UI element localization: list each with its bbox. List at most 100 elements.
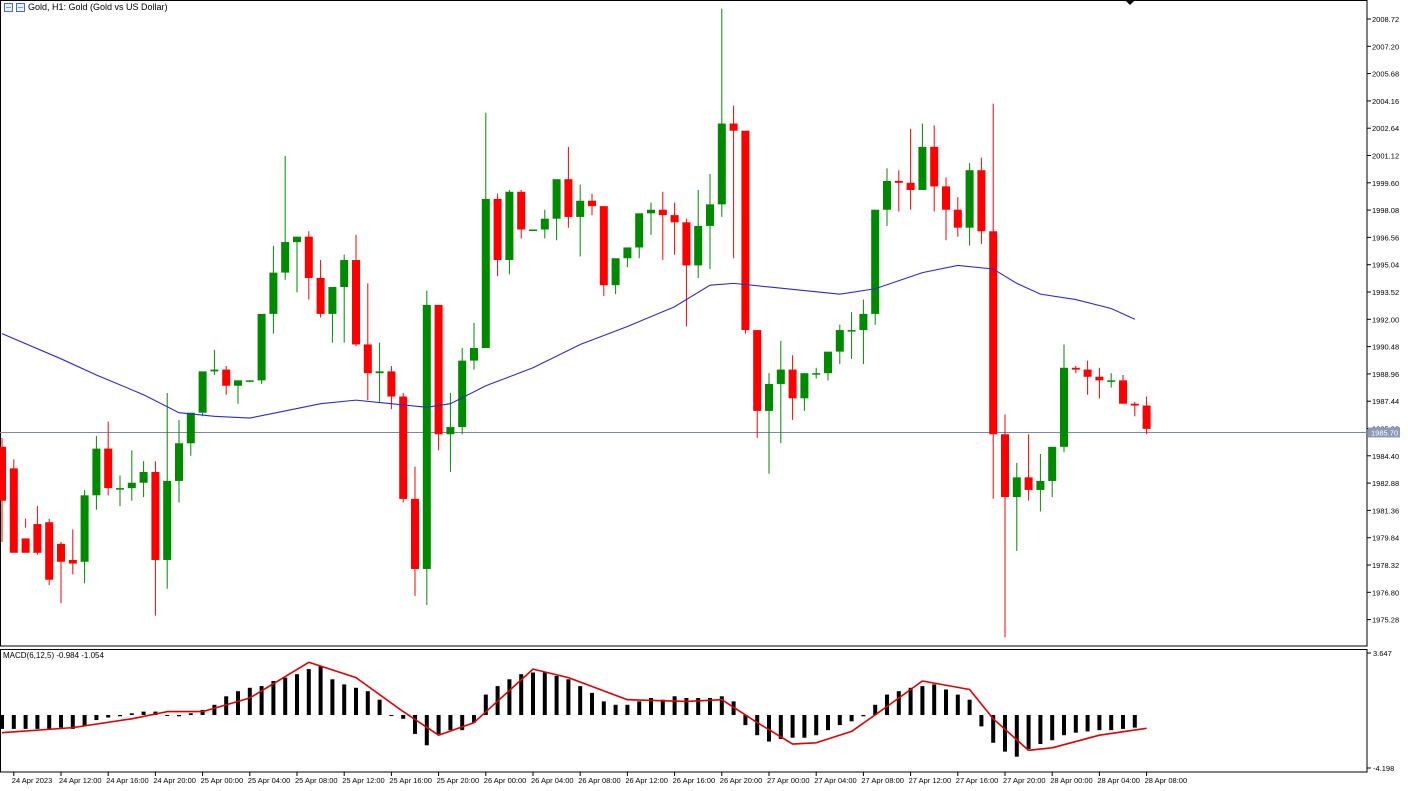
candle-body — [104, 448, 113, 489]
time-tick-label: 25 Apr 20:00 — [437, 776, 480, 785]
macd-histogram-bar — [755, 715, 760, 736]
time-tick-label: 25 Apr 00:00 — [201, 776, 244, 785]
candle-body — [304, 236, 313, 278]
macd-histogram-bar — [826, 715, 830, 731]
macd-histogram-bar — [424, 715, 429, 746]
candle-body — [139, 471, 148, 483]
candle-body — [375, 371, 384, 374]
time-tick-label: 26 Apr 04:00 — [531, 776, 574, 785]
macd-histogram-bar — [271, 680, 276, 715]
candle-body — [611, 258, 620, 286]
macd-histogram-bar — [719, 696, 724, 715]
candle-body — [859, 313, 868, 331]
candle-body — [493, 198, 502, 261]
macd-histogram-bar — [660, 699, 665, 715]
time-tick-label: 27 Apr 08:00 — [861, 776, 904, 785]
candle-body — [234, 380, 242, 386]
candle-body — [776, 369, 785, 384]
symbol-info-label: Gold, H1: Gold (Gold vs US Dollar) — [28, 2, 168, 12]
time-tick-label: 26 Apr 20:00 — [720, 776, 763, 785]
candle-body — [765, 383, 773, 411]
candle-body — [599, 206, 608, 286]
macd-histogram-bar — [141, 711, 146, 715]
candle-body — [470, 348, 478, 361]
macd-histogram-bar — [247, 687, 252, 715]
macd-histogram-bar — [0, 715, 4, 729]
candle-body — [1001, 434, 1009, 498]
price-tick-label: 1992.00 — [1372, 315, 1399, 324]
price-y-axis: 2008.72 2007.20 2005.68 2004.16 2002.64 2001.… — [1367, 15, 1399, 625]
candle-body — [45, 522, 54, 580]
price-tick-label: 1987.44 — [1372, 397, 1399, 406]
macd-histogram-bar — [578, 686, 583, 715]
chart-shift-marker[interactable] — [1125, 0, 1135, 5]
macd-histogram-bar — [377, 699, 382, 715]
candle-body — [564, 179, 573, 217]
macd-histogram-bar — [35, 715, 40, 729]
price-tick-label: 2001.12 — [1372, 152, 1399, 161]
candle-body — [328, 286, 337, 314]
macd-histogram-bar — [200, 709, 205, 715]
macd-histogram-bar — [625, 704, 630, 715]
macd-histogram-bar — [236, 691, 240, 715]
macd-histogram-bar — [814, 715, 819, 736]
macd-histogram-bar — [1109, 715, 1114, 731]
candle-body — [281, 242, 290, 273]
macd-tick-label: -4.198 — [1373, 764, 1394, 773]
price-tick-label: 1981.36 — [1372, 506, 1399, 515]
time-tick-label: 26 Apr 00:00 — [484, 776, 527, 785]
candle-body — [116, 488, 124, 490]
candle-body — [1071, 367, 1080, 370]
candle-body — [1060, 367, 1068, 447]
macd-histogram-bar — [908, 687, 913, 715]
current-price-tag — [1368, 427, 1400, 438]
macd-histogram-bar — [979, 715, 984, 727]
candle-body — [1095, 376, 1104, 381]
chart-window-icon[interactable] — [4, 2, 13, 12]
macd-histogram-bar — [1003, 715, 1007, 752]
macd-histogram-bar — [1132, 715, 1137, 728]
candle-body — [1083, 369, 1092, 377]
macd-histogram-bar — [188, 713, 193, 715]
time-tick-label: 28 Apr 00:00 — [1050, 776, 1093, 785]
time-tick-label: 26 Apr 08:00 — [578, 776, 621, 785]
scroll-marker[interactable] — [1125, 0, 1135, 5]
macd-histogram-bar — [601, 701, 606, 715]
macd-histogram-bar — [212, 704, 217, 715]
candle-body — [930, 146, 939, 187]
candle-body — [812, 373, 821, 375]
macd-histogram-bar — [672, 696, 677, 715]
candle-body — [1024, 477, 1033, 490]
price-tick-label: 2004.16 — [1372, 97, 1399, 106]
macd-histogram-bar — [837, 715, 842, 726]
macd-tick-label: 3.647 — [1373, 649, 1392, 658]
time-tick-label: 27 Apr 20:00 — [1003, 776, 1046, 785]
macd-histogram-bar — [472, 715, 476, 723]
candle-body — [540, 218, 549, 230]
macd-histogram-bar — [849, 715, 854, 722]
current-price-label: 1985.70 — [1371, 428, 1398, 437]
candle-body — [894, 181, 903, 183]
candle-body — [1048, 446, 1057, 481]
price-tick-label: 1996.56 — [1372, 233, 1399, 242]
candle-body — [741, 130, 750, 331]
candle-body — [1036, 480, 1045, 490]
candle-body — [269, 272, 278, 314]
macd-histogram-bar — [318, 665, 323, 715]
macd-histogram-bar — [613, 704, 618, 715]
candle-body — [352, 260, 360, 345]
price-tick-label: 1993.52 — [1372, 288, 1399, 297]
candle-body — [623, 247, 632, 259]
candle-body — [529, 229, 537, 231]
chart-properties-icon[interactable] — [16, 2, 25, 12]
macd-histogram-bar — [1062, 715, 1066, 736]
candle-body — [953, 209, 962, 228]
moving-average-series — [1, 264, 1136, 419]
candle-body — [729, 123, 738, 131]
macd-histogram-bar — [873, 704, 878, 715]
candle-body — [694, 225, 703, 266]
time-tick-label: 25 Apr 12:00 — [342, 776, 385, 785]
macd-histogram-bar — [448, 715, 453, 731]
macd-histogram-bar — [767, 715, 771, 742]
macd-histogram-bar — [519, 674, 524, 715]
